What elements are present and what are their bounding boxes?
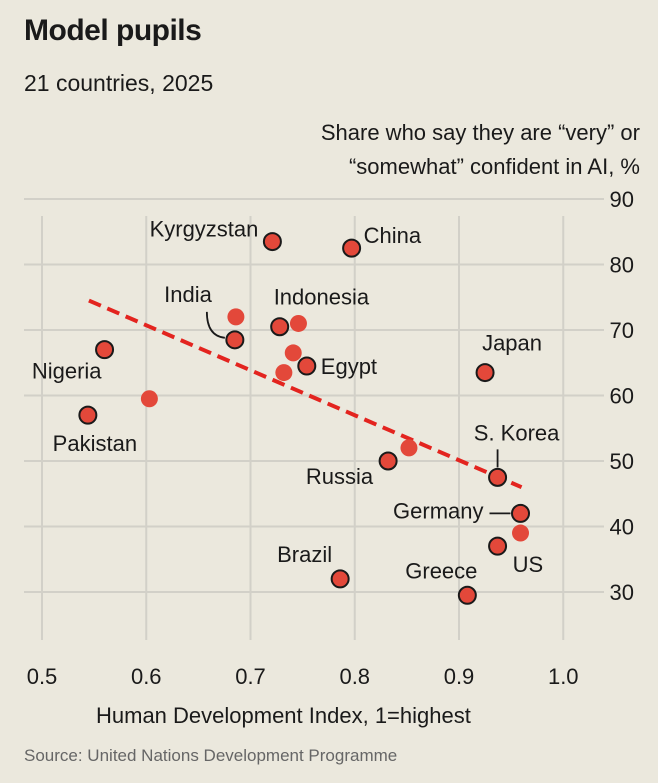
point-germany bbox=[511, 503, 531, 523]
point-indonesia bbox=[270, 317, 290, 337]
point-unlabelled bbox=[400, 439, 418, 457]
point-china bbox=[342, 238, 362, 258]
y-tick-label: 50 bbox=[610, 449, 634, 474]
label-us: US bbox=[513, 552, 544, 577]
x-axis-label: Human Development Index, 1=highest bbox=[96, 703, 471, 728]
label-indonesia: Indonesia bbox=[274, 285, 370, 310]
y-axis-label-line-1: Share who say they are “very” or bbox=[320, 120, 640, 145]
y-tick-label: 80 bbox=[610, 253, 634, 278]
india-connector bbox=[205, 311, 226, 339]
label-germany: Germany bbox=[393, 498, 483, 523]
trendline bbox=[88, 298, 523, 490]
point-s-korea bbox=[488, 467, 508, 487]
point-greece bbox=[457, 585, 477, 605]
point-labels: Kyrgyzstan China India Indonesia Nigeria Egyp… bbox=[32, 217, 560, 584]
label-nigeria: Nigeria bbox=[32, 359, 102, 384]
data-points bbox=[78, 232, 531, 605]
point-unlabelled bbox=[284, 344, 302, 362]
point-russia bbox=[378, 451, 398, 471]
trendline-group bbox=[88, 298, 523, 490]
axis-ticks: 0.5 0.6 0.7 0.8 0.9 1.0 30 40 50 60 70 80 90 bbox=[27, 187, 634, 689]
y-tick-label: 40 bbox=[610, 515, 634, 540]
chart-title: Model pupils bbox=[24, 14, 202, 47]
point-egypt bbox=[297, 356, 317, 376]
point-unlabelled bbox=[512, 524, 530, 542]
point-india bbox=[225, 330, 245, 350]
label-india: India bbox=[164, 282, 212, 307]
point-pakistan bbox=[78, 405, 98, 425]
label-connectors bbox=[205, 311, 511, 515]
label-pakistan: Pakistan bbox=[53, 431, 137, 456]
label-japan: Japan bbox=[482, 331, 542, 356]
grid bbox=[24, 198, 604, 640]
label-egypt: Egypt bbox=[321, 354, 377, 379]
y-tick-label: 30 bbox=[610, 580, 634, 605]
point-unlabelled bbox=[289, 314, 307, 332]
label-russia: Russia bbox=[306, 464, 374, 489]
point-kyrgyzstan bbox=[262, 232, 282, 252]
chart-subtitle: 21 countries, 2025 bbox=[24, 70, 214, 96]
y-axis-label-line-2: “somewhat” confident in AI, % bbox=[348, 154, 640, 179]
point-brazil bbox=[330, 569, 350, 589]
y-tick-label: 60 bbox=[610, 384, 634, 409]
label-greece: Greece bbox=[405, 558, 477, 583]
x-tick-label: 0.6 bbox=[131, 664, 162, 689]
x-tick-label: 0.8 bbox=[339, 664, 370, 689]
point-us bbox=[488, 536, 508, 556]
label-brazil: Brazil bbox=[277, 542, 332, 567]
label-kyrgyzstan: Kyrgyzstan bbox=[150, 217, 259, 242]
x-tick-label: 0.5 bbox=[27, 664, 58, 689]
point-japan bbox=[475, 363, 495, 383]
point-unlabelled bbox=[275, 364, 293, 382]
point-unlabelled bbox=[227, 308, 245, 326]
label-s-korea: S. Korea bbox=[474, 420, 560, 445]
y-axis-label: Share who say they are “very” or “somewh… bbox=[240, 116, 640, 184]
x-tick-label: 1.0 bbox=[548, 664, 579, 689]
x-tick-label: 0.7 bbox=[235, 664, 266, 689]
label-china: China bbox=[364, 223, 422, 248]
y-tick-label: 70 bbox=[610, 318, 634, 343]
y-tick-label: 90 bbox=[610, 187, 634, 212]
point-unlabelled bbox=[140, 390, 158, 408]
source-note: Source: United Nations Development Progr… bbox=[24, 746, 398, 765]
x-tick-label: 0.9 bbox=[444, 664, 475, 689]
point-nigeria bbox=[95, 340, 115, 360]
